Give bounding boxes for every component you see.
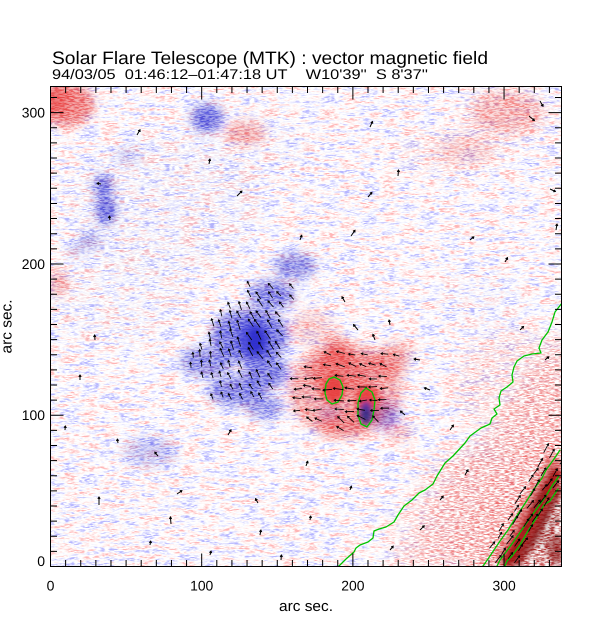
svg-text:0: 0 xyxy=(47,578,55,594)
svg-text:arc sec.: arc sec. xyxy=(279,598,333,615)
svg-text:300: 300 xyxy=(22,105,45,121)
svg-text:200: 200 xyxy=(341,578,364,594)
svg-text:94/03/05 01:46:12–01:47:18 UT: 94/03/05 01:46:12–01:47:18 UT W10'39'' S… xyxy=(52,66,428,82)
svg-text:100: 100 xyxy=(190,578,213,594)
svg-text:arc sec.: arc sec. xyxy=(0,300,16,354)
svg-text:Solar Flare Telescope (MTK) :: Solar Flare Telescope (MTK) : vector mag… xyxy=(52,48,488,68)
svg-text:0: 0 xyxy=(37,553,45,569)
svg-text:100: 100 xyxy=(22,407,45,423)
svg-text:200: 200 xyxy=(22,256,45,272)
svg-text:300: 300 xyxy=(493,578,516,594)
